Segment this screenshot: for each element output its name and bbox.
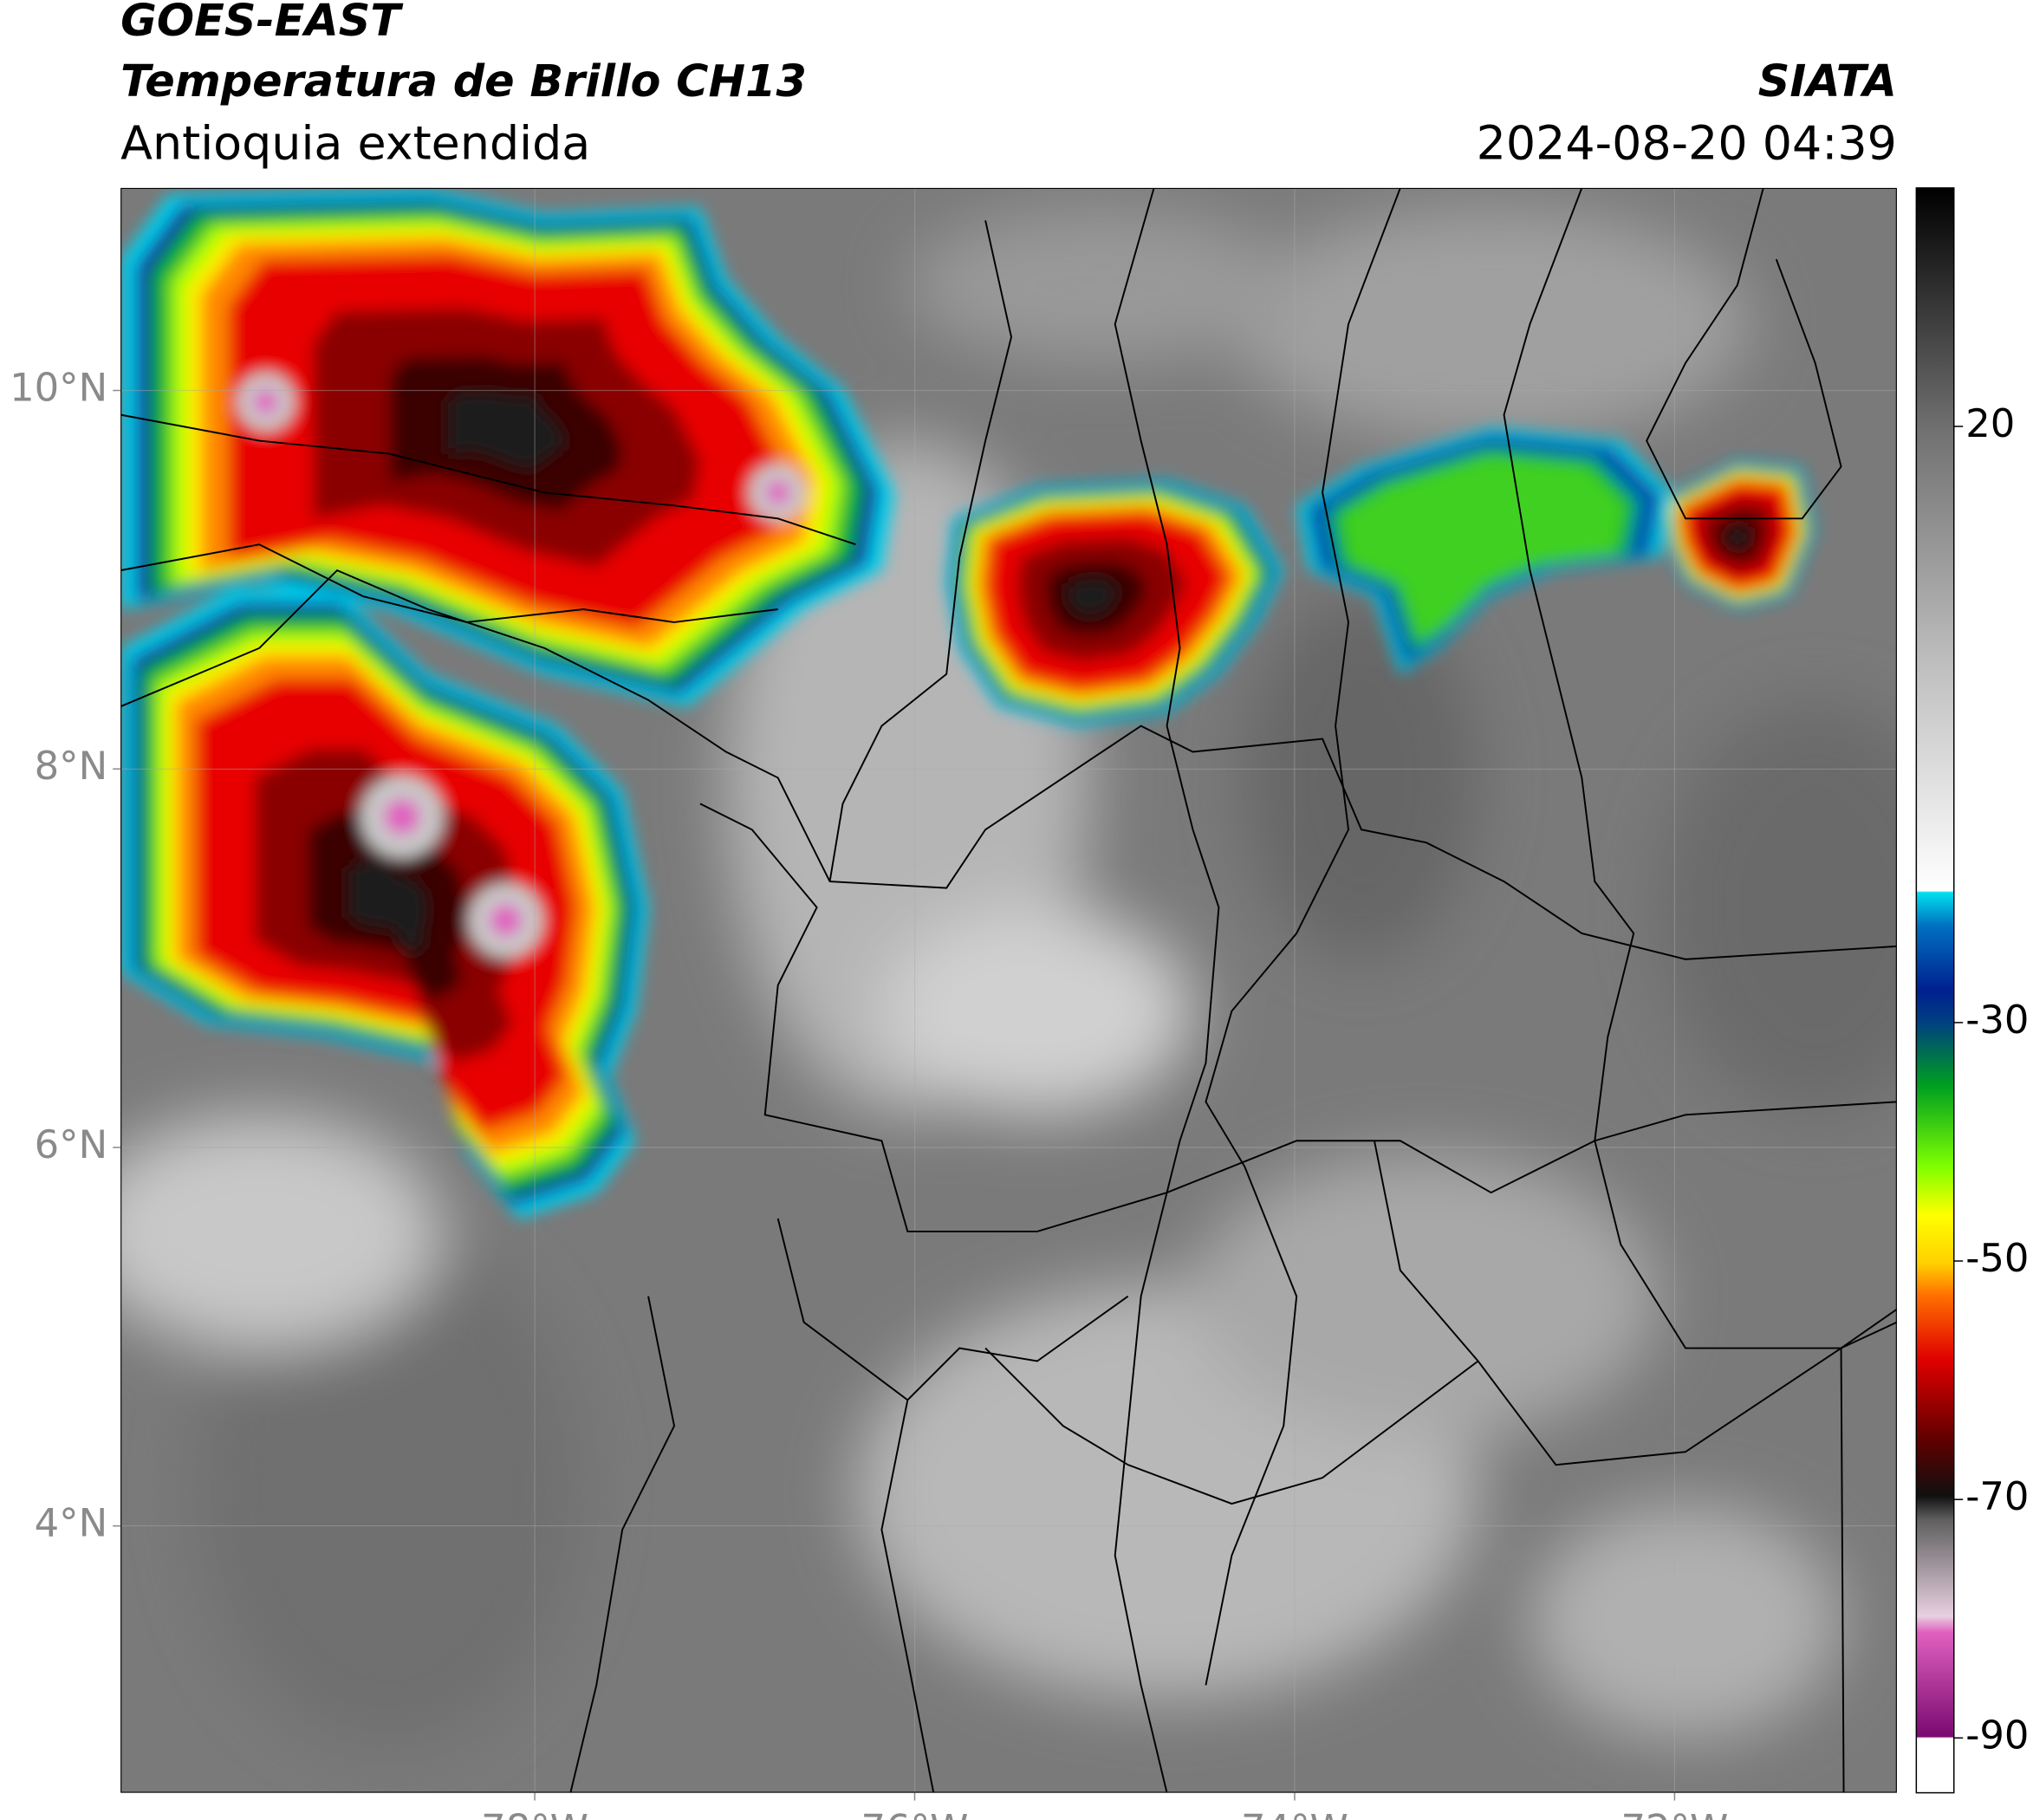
borders: [120, 187, 1897, 1793]
y-tick-label: 4°N: [35, 1500, 108, 1546]
y-tick-label: 6°N: [35, 1121, 108, 1167]
storm-layer: [1725, 526, 1750, 549]
x-tick-label: 76°W: [861, 1805, 969, 1820]
x-tick-label: 78°W: [481, 1805, 588, 1820]
storm-top: [383, 798, 420, 835]
graticule: [120, 187, 1897, 1793]
source-label: SIATA: [1758, 55, 1897, 107]
storm-layer: [348, 860, 428, 954]
axes: 78°W 76°W 74°W 72°W 10°N 8°N 6°N 4°N: [10, 365, 1728, 1820]
satellite-title: GOES-EAST: [120, 0, 404, 46]
storm-top: [253, 389, 279, 415]
colorbar-axis: 20 -30 -50 -70 -90: [1953, 400, 2029, 1758]
storm-top: [489, 904, 523, 937]
colorbar-tick-label: -50: [1965, 1235, 2029, 1281]
storm-layer: [1068, 578, 1119, 616]
x-tick-label: 72°W: [1621, 1805, 1728, 1820]
map-panel: [120, 187, 1897, 1793]
colorbar-tick-label: -70: [1965, 1473, 2029, 1519]
storm-top: [765, 479, 791, 506]
y-tick-label: 8°N: [35, 743, 108, 789]
colorbar-tick-label: -90: [1965, 1712, 2029, 1758]
colorbar-tick-label: -30: [1965, 997, 2029, 1043]
region-label: Antioquia extendida: [120, 116, 590, 171]
storm-layer: [1340, 455, 1627, 643]
colorbar: [1915, 187, 1955, 1794]
datetime-label: 2024-08-20 04:39: [1477, 116, 1897, 171]
product-title: Temperatura de Brillo CH13: [120, 55, 807, 107]
colorbar-tick-label: 20: [1965, 400, 2015, 446]
storms: [120, 187, 1815, 1219]
y-tick-label: 10°N: [10, 365, 107, 411]
x-tick-label: 74°W: [1241, 1805, 1348, 1820]
cloud-texture: [120, 207, 1897, 1751]
